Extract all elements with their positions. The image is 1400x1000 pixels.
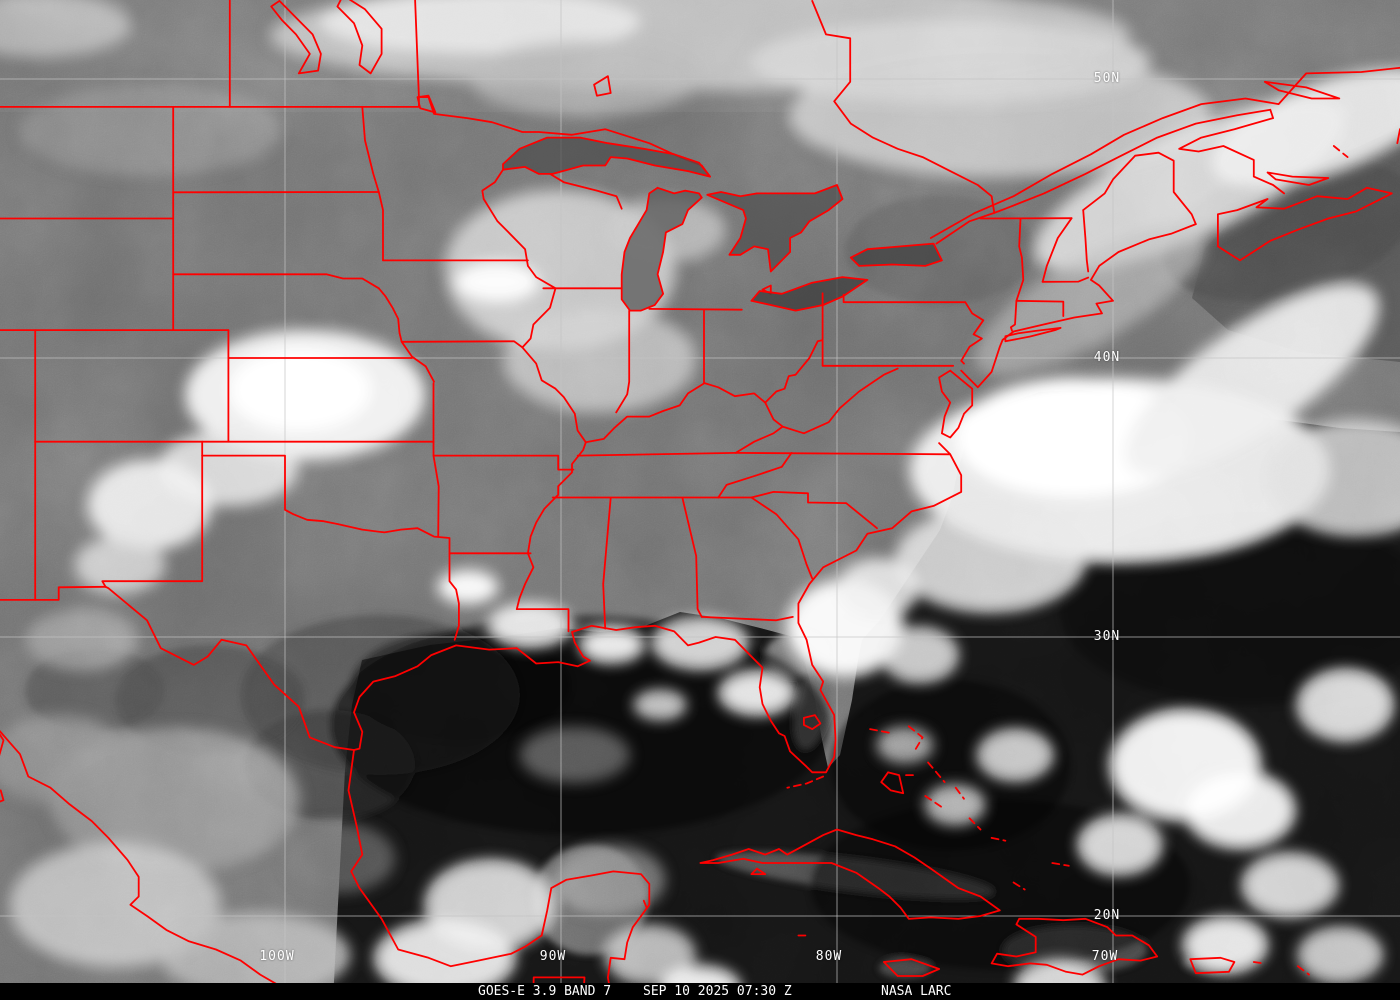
boundary-se-gulf-coast	[353, 442, 963, 774]
boundary-tx-nm-border	[101, 454, 204, 588]
boundary-texas-north-red-river	[201, 454, 460, 641]
boundary-ma-south-ct-ri	[1015, 299, 1065, 318]
longitude-label-90W: 90W	[539, 949, 567, 964]
latitude-label-30N: 30N	[1093, 629, 1121, 644]
caption-bar: GOES-E 3.9 BAND 7 SEP 10 2025 07:30 Z NA…	[0, 983, 1400, 1000]
boundary-lake-huron	[706, 184, 844, 273]
boundary-isle-of-youth	[750, 867, 767, 875]
boundary-mexico-pacific-coast	[0, 730, 309, 1000]
boundary-nm-mexico-bootheel	[0, 585, 107, 601]
boundary-virgin-islands-dash	[1252, 961, 1265, 965]
boundary-st-lawrence-south-gaspe	[935, 108, 1285, 245]
longitude-label-100W: 100W	[259, 949, 295, 964]
boundary-caicos	[1051, 862, 1070, 867]
boundary-mexico-gulf-yucatan-coast	[347, 749, 651, 995]
boundary-ky-va-border	[734, 425, 784, 454]
boundary-andros-island	[880, 771, 905, 795]
boundary-lake-nipigon	[593, 75, 612, 97]
boundary-ky-tn-border	[576, 451, 737, 457]
boundary-la-ms-31n	[515, 608, 570, 633]
boundary-cat-island	[954, 786, 965, 800]
boundary-exuma	[924, 795, 943, 809]
latitude-label-40N: 40N	[1093, 350, 1121, 365]
boundary-mo-ks-ar-ok-east	[432, 382, 440, 538]
boundary-lake-manitoba	[270, 0, 322, 75]
boundary-nh-me-border	[1082, 209, 1090, 273]
boundary-ms-al-border	[602, 496, 612, 630]
boundary-baja-loop	[0, 789, 5, 803]
boundary-ga-fl-border	[700, 616, 794, 622]
boundary-puerto-rico	[1189, 956, 1236, 975]
boundary-va-nc-border	[734, 451, 952, 456]
boundary-wi-mi-border	[549, 172, 623, 210]
boundary-st-martin-dash	[1297, 965, 1310, 976]
boundary-mo-ar-36-5n	[432, 454, 575, 471]
boundary-prince-edward-island	[1266, 171, 1330, 186]
caption-datetime-label: SEP 10 2025 07:30 Z	[643, 984, 792, 999]
boundary-grand-bahama	[869, 728, 894, 735]
boundary-lake-superior	[502, 136, 711, 178]
boundary-delmarva-chesapeake	[938, 369, 974, 439]
boundary-florida-keys	[786, 775, 825, 789]
boundary-lake-winnipeg	[336, 0, 383, 75]
boundary-ma-north-border	[1041, 276, 1090, 283]
boundary-atlantic-coast-ne	[960, 223, 1197, 389]
boundary-lake-of-the-woods	[416, 94, 437, 114]
boundary-ia-mo-border	[400, 340, 524, 349]
latitude-label-50N: 50N	[1093, 71, 1121, 86]
boundary-mn-wi-north	[481, 168, 504, 200]
boundary-sd-ne-border	[172, 273, 380, 290]
boundary-cuba	[699, 828, 1001, 920]
longitude-label-70W: 70W	[1091, 949, 1119, 964]
boundary-lake-michigan	[620, 186, 703, 312]
boundary-missouri-river-ne-ia	[377, 287, 435, 383]
boundary-st-lawrence-north-shore	[929, 66, 1400, 239]
boundary-rio-grande	[104, 585, 355, 751]
boundary-ny-vt-border	[1010, 217, 1025, 332]
boundary-ontario-quebec	[811, 0, 996, 214]
boundary-long-island-bahamas	[968, 817, 982, 831]
boundary-ohio-river	[584, 382, 767, 444]
boundary-long-island	[1004, 326, 1062, 343]
boundary-baja-edge	[0, 733, 5, 757]
boundary-me-canada-border	[1082, 151, 1197, 226]
caption-credit-label: NASA LARC	[881, 984, 952, 999]
longitude-label-80W: 80W	[815, 949, 843, 964]
boundary-mississippi-river	[482, 198, 587, 610]
latitude-label-20N: 20N	[1093, 908, 1121, 923]
boundary-inagua	[1012, 881, 1026, 891]
boundary-lake-ontario	[849, 242, 943, 267]
boundary-mi-oh-in-border	[648, 307, 743, 311]
boundary-abaco	[907, 725, 924, 753]
boundary-jamaica	[883, 958, 940, 977]
boundary-sc-ga-savannah	[750, 496, 814, 580]
boundary-lake-erie	[750, 276, 869, 312]
boundary-cozumel	[642, 899, 648, 909]
caption-product-label: GOES-E 3.9 BAND 7	[478, 984, 612, 999]
boundary-tn-nc-border	[717, 451, 793, 499]
boundary-al-ga-border	[681, 496, 703, 618]
boundary-anticosti-island	[1263, 80, 1341, 100]
boundary-lake-okeechobee	[803, 714, 822, 730]
boundary-eleuthera	[927, 761, 946, 783]
boundary-il-in-border	[615, 309, 631, 414]
boundary-vt-nh-border	[1041, 217, 1073, 283]
boundary-west-virginia-outline	[764, 339, 899, 435]
boundary-pa-ny-delaware-river	[842, 293, 985, 365]
boundary-magdalen-islands	[1332, 145, 1349, 159]
boundary-hispaniola	[990, 917, 1159, 976]
boundary-minnesota-west	[361, 106, 384, 262]
boundary-manitoba-ontario	[414, 0, 420, 98]
boundary-crooked-island	[990, 837, 1007, 842]
boundary-nova-scotia	[1217, 186, 1393, 262]
